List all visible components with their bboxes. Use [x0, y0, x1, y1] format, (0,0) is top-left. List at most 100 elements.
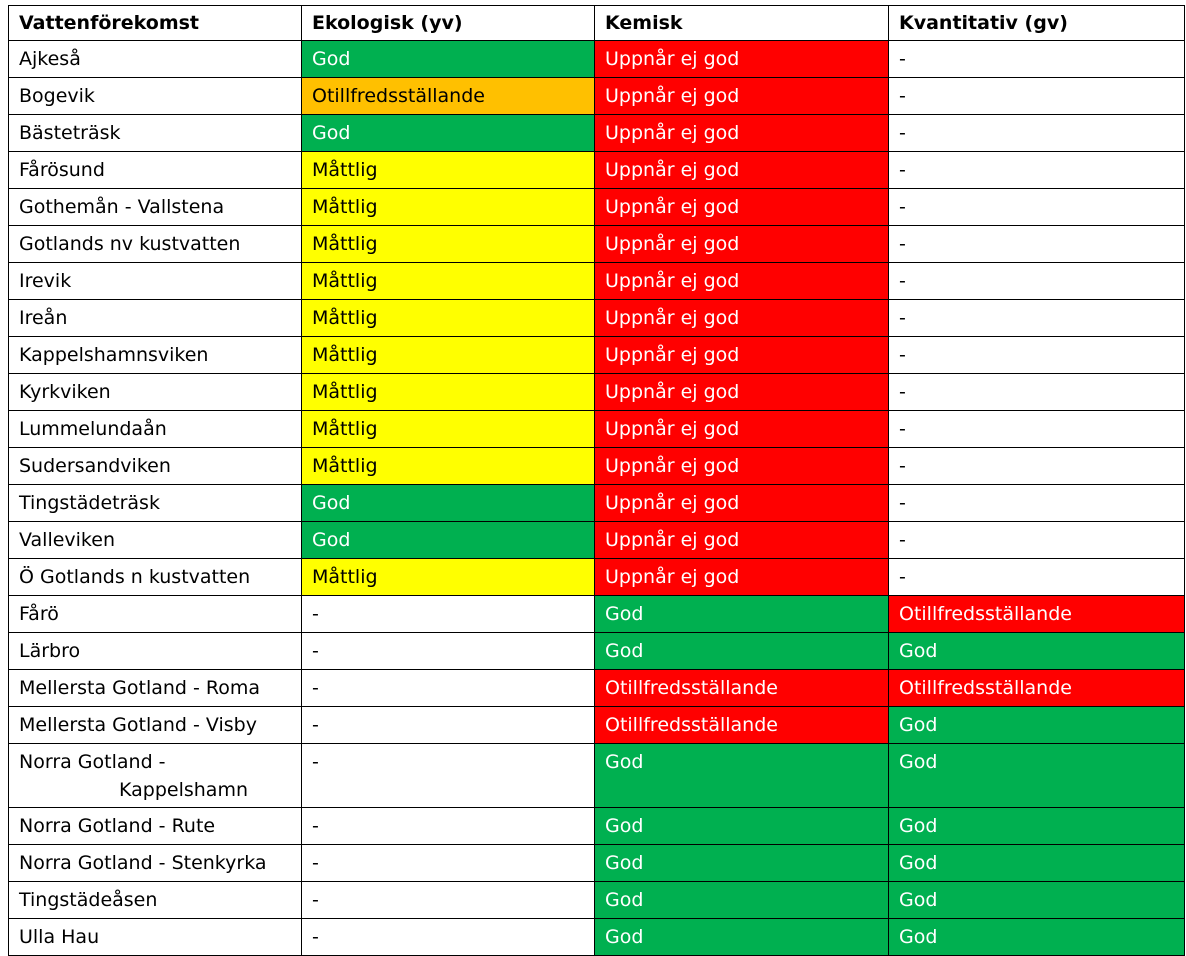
- table-row: Kyrkviken Måttlig Uppnår ej god -: [8, 373, 1185, 411]
- ekologisk-status: Otillfredsställande: [301, 77, 595, 115]
- table-row: Ö Gotlands n kustvatten Måttlig Uppnår ej …: [8, 558, 1185, 596]
- kemisk-status: Uppnår ej god: [594, 225, 889, 263]
- kvantitativ-status: God: [888, 632, 1185, 670]
- water-body-name: Ö Gotlands n kustvatten: [8, 558, 302, 596]
- water-body-name-line: Norra Gotland -: [19, 751, 166, 773]
- ekologisk-status: Måttlig: [301, 225, 595, 263]
- ekologisk-status: -: [301, 807, 595, 845]
- table-row: Norra Gotland - Kappelshamn - God God: [8, 743, 1185, 808]
- kvantitativ-status: -: [888, 299, 1185, 337]
- ekologisk-status: Måttlig: [301, 336, 595, 374]
- table-row: Norra Gotland - Rute - God God: [8, 807, 1185, 845]
- water-status-table: Vattenförekomst Ekologisk (yv) Kemisk Kv…: [8, 5, 1185, 956]
- kemisk-status: Uppnår ej god: [594, 299, 889, 337]
- ekologisk-status: Måttlig: [301, 447, 595, 485]
- water-body-name: Gotlands nv kustvatten: [8, 225, 302, 263]
- ekologisk-status: Måttlig: [301, 558, 595, 596]
- table-row: Gothemån - Vallstena Måttlig Uppnår ej god…: [8, 188, 1185, 226]
- table-row: Irevik Måttlig Uppnår ej god -: [8, 262, 1185, 300]
- table-row: Kappelshamnsviken Måttlig Uppnår ej god -: [8, 336, 1185, 374]
- ekologisk-status: Måttlig: [301, 151, 595, 189]
- table-row: Lummelundaån Måttlig Uppnår ej god -: [8, 410, 1185, 448]
- water-body-name: Norra Gotland - Kappelshamn: [8, 743, 302, 808]
- water-body-name: Mellersta Gotland - Visby: [8, 706, 302, 744]
- kemisk-status: Otillfredsställande: [594, 706, 889, 744]
- table-row: Valleviken God Uppnår ej god -: [8, 521, 1185, 559]
- kvantitativ-status: -: [888, 373, 1185, 411]
- ekologisk-status: God: [301, 521, 595, 559]
- kemisk-status: Uppnår ej god: [594, 188, 889, 226]
- kemisk-status: Uppnår ej god: [594, 447, 889, 485]
- kemisk-status: God: [594, 743, 889, 808]
- ekologisk-status: -: [301, 918, 595, 956]
- kemisk-status: Uppnår ej god: [594, 558, 889, 596]
- ekologisk-status: Måttlig: [301, 410, 595, 448]
- kvantitativ-status: -: [888, 558, 1185, 596]
- kemisk-status: God: [594, 881, 889, 919]
- kvantitativ-status: -: [888, 77, 1185, 115]
- kvantitativ-status: God: [888, 881, 1185, 919]
- ekologisk-status: -: [301, 706, 595, 744]
- ekologisk-status: -: [301, 632, 595, 670]
- ekologisk-status: God: [301, 484, 595, 522]
- water-body-name: Norra Gotland - Rute: [8, 807, 302, 845]
- water-body-name: Ajkeså: [8, 40, 302, 78]
- table-row: Ajkeså God Uppnår ej god -: [8, 40, 1185, 78]
- kvantitativ-status: -: [888, 447, 1185, 485]
- table-row: Fårö - God Otillfredsställande: [8, 595, 1185, 633]
- kemisk-status: God: [594, 595, 889, 633]
- kvantitativ-status: Otillfredsställande: [888, 669, 1185, 707]
- header-kemisk: Kemisk: [594, 5, 889, 41]
- kvantitativ-status: -: [888, 151, 1185, 189]
- kemisk-status: Uppnår ej god: [594, 151, 889, 189]
- kvantitativ-status: -: [888, 114, 1185, 152]
- kvantitativ-status: -: [888, 188, 1185, 226]
- table-body: Ajkeså God Uppnår ej god - Bogevik Otillfreds…: [8, 40, 1185, 956]
- water-body-name: Lärbro: [8, 632, 302, 670]
- ekologisk-status: Måttlig: [301, 299, 595, 337]
- table-row: Norra Gotland - Stenkyrka - God God: [8, 844, 1185, 882]
- water-body-name: Norra Gotland - Stenkyrka: [8, 844, 302, 882]
- water-body-name: Bogevik: [8, 77, 302, 115]
- kemisk-status: Uppnår ej god: [594, 262, 889, 300]
- table-row: Tingstädeåsen - God God: [8, 881, 1185, 919]
- water-body-name: Ireån: [8, 299, 302, 337]
- kemisk-status: Uppnår ej god: [594, 521, 889, 559]
- ekologisk-status: God: [301, 40, 595, 78]
- kvantitativ-status: God: [888, 918, 1185, 956]
- kvantitativ-status: Otillfredsställande: [888, 595, 1185, 633]
- water-body-name: Ulla Hau: [8, 918, 302, 956]
- kvantitativ-status: -: [888, 521, 1185, 559]
- header-row: Vattenförekomst Ekologisk (yv) Kemisk Kv…: [8, 5, 1185, 41]
- kemisk-status: Uppnår ej god: [594, 40, 889, 78]
- water-body-name: Fårö: [8, 595, 302, 633]
- table-row: Tingstädeträsk God Uppnår ej god -: [8, 484, 1185, 522]
- kvantitativ-status: -: [888, 40, 1185, 78]
- water-body-name: Kappelshamnsviken: [8, 336, 302, 374]
- ekologisk-status: Måttlig: [301, 373, 595, 411]
- table-row: Gotlands nv kustvatten Måttlig Uppnår ej g…: [8, 225, 1185, 263]
- water-body-name: Valleviken: [8, 521, 302, 559]
- header-ekologisk: Ekologisk (yv): [301, 5, 595, 41]
- kemisk-status: God: [594, 918, 889, 956]
- ekologisk-status: Måttlig: [301, 188, 595, 226]
- water-body-name: Tingstädeåsen: [8, 881, 302, 919]
- header-vattenforekomst: Vattenförekomst: [8, 5, 302, 41]
- kvantitativ-status: -: [888, 225, 1185, 263]
- water-body-name-line: Kappelshamn: [119, 779, 248, 801]
- kvantitativ-status: God: [888, 807, 1185, 845]
- kvantitativ-status: -: [888, 484, 1185, 522]
- table-row: Fårösund Måttlig Uppnår ej god -: [8, 151, 1185, 189]
- water-body-name: Lummelundaån: [8, 410, 302, 448]
- water-body-name: Irevik: [8, 262, 302, 300]
- kemisk-status: Uppnår ej god: [594, 336, 889, 374]
- water-body-name: Sudersandviken: [8, 447, 302, 485]
- water-body-name: Fårösund: [8, 151, 302, 189]
- table-row: Sudersandviken Måttlig Uppnår ej god -: [8, 447, 1185, 485]
- water-body-name: Mellersta Gotland - Roma: [8, 669, 302, 707]
- kvantitativ-status: God: [888, 743, 1185, 808]
- water-body-name: Gothemån - Vallstena: [8, 188, 302, 226]
- table-row: Ulla Hau - God God: [8, 918, 1185, 956]
- kvantitativ-status: -: [888, 336, 1185, 374]
- ekologisk-status: -: [301, 669, 595, 707]
